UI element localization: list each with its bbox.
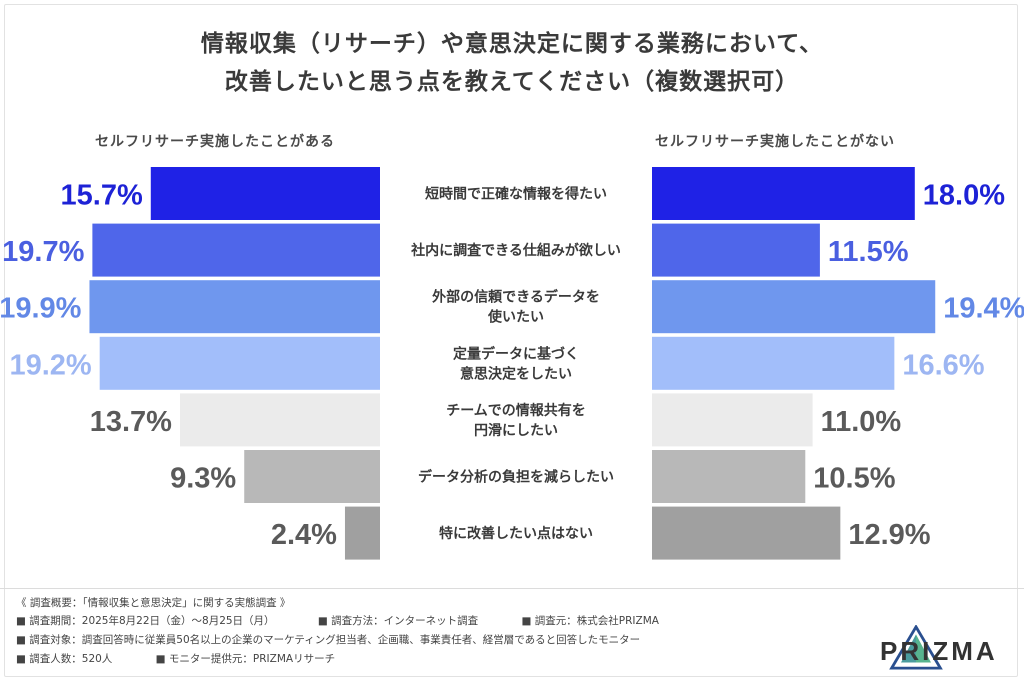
right-value-label-7: 12.9%	[848, 519, 930, 551]
left-bar-3	[89, 280, 381, 334]
footer-source: ■ 調査元：株式会社PRIZMA	[521, 615, 659, 627]
category-label-4-line-2: 意思決定をしたい	[460, 365, 572, 382]
chart-title-line1: 情報収集（リサーチ）や意思決定に関する業務において、	[200, 31, 824, 57]
left-bar-5	[179, 393, 380, 447]
prizma-logo-text: PRIZMA	[880, 636, 998, 666]
category-label-4-line-1: 定量データに基づく	[453, 345, 579, 362]
right-bar-4	[652, 336, 895, 390]
category-label-5-line-2: 円滑にしたい	[474, 422, 558, 439]
footer-row-3: ■ 調査人数：520人 ■ モニター提供元：PRIZMAリサーチ	[16, 651, 375, 666]
category-label-1-line-1: 短時間で正確な情報を得たい	[425, 186, 607, 203]
footer-row-1: ■ 調査期間：2025年8月22日（金）～8月25日（月） ■ 調査方法：インタ…	[16, 613, 699, 628]
category-label-5-line-1: チームでの情報共有を	[446, 402, 586, 419]
right-bar-5	[652, 393, 813, 447]
legend-left-series: セルフリサーチ実施したことがある	[95, 134, 335, 150]
right-value-label-3: 19.4%	[943, 293, 1024, 325]
prizma-logo-icon	[889, 625, 943, 670]
right-bar-1	[652, 167, 915, 220]
left-value-label-1: 15.7%	[61, 180, 143, 212]
footer-target: ■ 調査対象：調査回答時に従業員50名以上の企業のマーケティング担当者、企画職、…	[16, 634, 641, 646]
survey-footer: 《 調査概要：「情報収集と意思決定」に関する実態調査 》 ■ 調査期間：2025…	[0, 588, 1024, 684]
left-value-label-3: 19.9%	[0, 293, 82, 325]
left-value-label-2: 19.7%	[2, 236, 84, 268]
right-value-label-6: 10.5%	[813, 463, 895, 495]
right-value-label-4: 16.6%	[902, 349, 984, 381]
left-bar-4	[99, 336, 381, 390]
footer-count: ■ 調査人数：520人	[16, 653, 113, 665]
right-value-label-1: 18.0%	[923, 180, 1005, 212]
right-bar-7	[652, 506, 841, 560]
left-value-label-6: 9.3%	[170, 463, 236, 495]
footer-method: ■ 調査方法：インターネット調査	[317, 615, 479, 627]
chart-title-line2: 改善したいと思う点を教えてください（複数選択可）	[224, 69, 800, 95]
category-label-2-line-1: 社内に調査できる仕組みが欲しい	[410, 242, 621, 259]
category-label-6-line-1: データ分析の負担を減らしたい	[418, 469, 614, 486]
left-value-label-4: 19.2%	[9, 349, 91, 381]
left-bar-7	[344, 506, 380, 560]
left-bar-6	[244, 450, 380, 503]
category-label-3-line-1: 外部の信頼できるデータを	[432, 289, 600, 306]
butterfly-bar-chart: 15.7% 18.0% 短時間で正確な情報を得たい 19.7% 11.5% 社内に調査でき…	[0, 167, 1024, 560]
left-bar-2	[92, 223, 380, 277]
left-value-label-7: 2.4%	[271, 519, 337, 551]
right-value-label-5: 11.0%	[821, 406, 902, 438]
left-bar-1	[150, 167, 380, 220]
footer-overview: 《 調査概要：「情報収集と意思決定」に関する実態調査 》	[16, 597, 291, 609]
footer-period: ■ 調査期間：2025年8月22日（金）～8月25日（月）	[16, 615, 275, 627]
left-value-label-5: 13.7%	[90, 406, 172, 438]
right-bar-6	[652, 450, 806, 503]
right-value-label-2: 11.5%	[828, 236, 909, 268]
footer-provider: ■ モニター提供元：PRIZMAリサーチ	[155, 653, 336, 665]
right-bar-3	[652, 280, 936, 334]
category-label-3-line-2: 使いたい	[487, 309, 544, 326]
right-bar-2	[652, 223, 820, 277]
category-label-7-line-1: 特に改善したい点はない	[439, 525, 593, 542]
legend-right-series: セルフリサーチ実施したことがない	[655, 134, 895, 150]
chart-frame	[4, 4, 1018, 677]
